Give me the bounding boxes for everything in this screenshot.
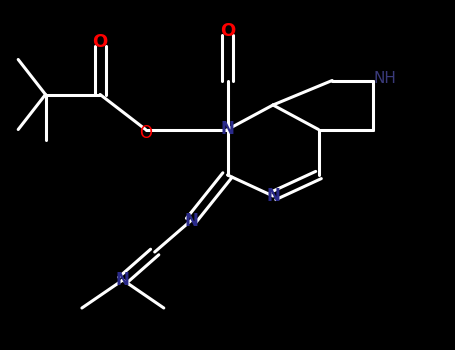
- Text: N: N: [221, 120, 234, 139]
- Text: O: O: [220, 22, 235, 41]
- Text: O: O: [92, 33, 108, 51]
- Text: O: O: [139, 124, 152, 142]
- Text: N: N: [266, 187, 280, 205]
- Text: NH: NH: [373, 71, 396, 86]
- Text: N: N: [116, 271, 130, 289]
- Text: N: N: [184, 211, 198, 230]
